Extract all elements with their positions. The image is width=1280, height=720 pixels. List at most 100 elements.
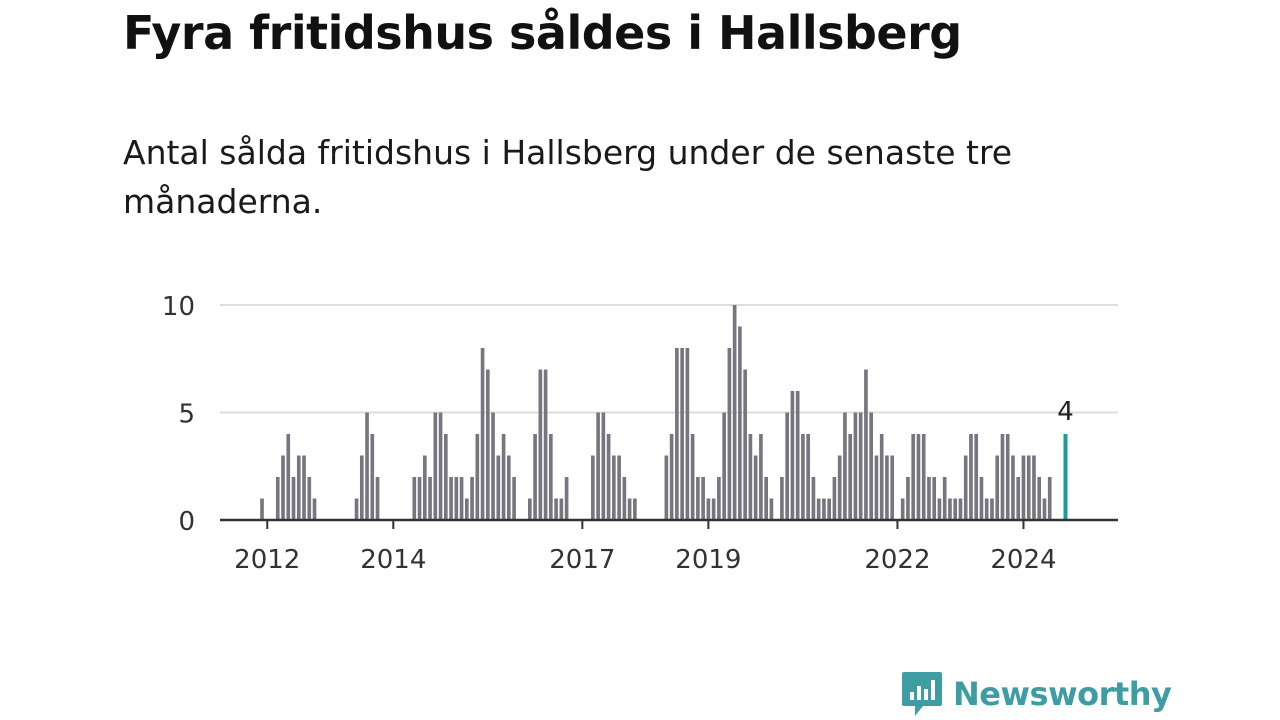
bar <box>916 434 921 520</box>
bar <box>454 477 459 520</box>
bar <box>948 498 952 520</box>
bar <box>958 498 963 520</box>
bar <box>312 498 317 520</box>
bar <box>822 498 826 520</box>
bar <box>475 434 480 520</box>
bar <box>438 412 443 520</box>
bar <box>743 369 747 520</box>
bar <box>879 434 884 520</box>
bar <box>296 455 301 520</box>
bar <box>675 348 679 520</box>
bar <box>417 477 422 520</box>
bar <box>428 477 432 520</box>
bar <box>512 477 516 520</box>
bar <box>449 477 453 520</box>
bar <box>869 412 874 520</box>
bar <box>811 477 816 520</box>
bar <box>979 477 984 520</box>
bar <box>795 391 800 520</box>
bar <box>1005 434 1010 520</box>
bar <box>932 477 937 520</box>
bar <box>501 434 506 520</box>
x-tick-label: 2024 <box>990 545 1056 575</box>
bar <box>459 477 464 520</box>
newsworthy-logo: Newsworthy <box>901 670 1172 718</box>
bar <box>790 391 795 520</box>
bar <box>365 412 369 520</box>
chart-title: Fyra fritidshus såldes i Hallsberg <box>123 6 962 60</box>
bar <box>969 434 973 520</box>
newsworthy-logo-icon <box>902 672 942 716</box>
bar <box>816 498 821 520</box>
bar <box>281 455 285 520</box>
bar <box>533 434 537 520</box>
bar <box>260 498 264 520</box>
bar <box>890 455 895 520</box>
bar <box>753 455 758 520</box>
bar <box>354 498 359 520</box>
bar <box>538 369 543 520</box>
bar <box>974 434 979 520</box>
bar <box>927 477 931 520</box>
bar <box>359 455 364 520</box>
bar <box>911 434 916 520</box>
bar <box>727 348 732 520</box>
bar <box>664 455 669 520</box>
bar <box>942 477 947 520</box>
bar <box>837 455 842 520</box>
bar <box>291 477 296 520</box>
y-tick-label: 10 <box>162 292 195 322</box>
bar <box>748 434 753 520</box>
bar <box>617 455 621 520</box>
bar <box>596 412 600 520</box>
x-tick-label: 2017 <box>549 545 615 575</box>
bar <box>1016 477 1021 520</box>
x-tick-label: 2014 <box>360 545 426 575</box>
brand-name: Newsworthy <box>953 675 1172 713</box>
bar <box>633 498 637 520</box>
bar <box>827 498 831 520</box>
bar <box>732 305 737 520</box>
bar <box>491 412 495 520</box>
bar <box>412 477 417 520</box>
bar <box>559 498 564 520</box>
bar <box>1000 434 1005 520</box>
bar <box>995 455 1000 520</box>
bar <box>706 498 711 520</box>
bar <box>1032 455 1036 520</box>
bar <box>780 477 784 520</box>
bar <box>900 498 905 520</box>
bar <box>680 348 684 520</box>
bar <box>864 369 868 520</box>
bar <box>711 498 716 520</box>
bar <box>627 498 632 520</box>
highlight-bar <box>1063 434 1068 520</box>
bar <box>906 477 910 520</box>
bar <box>543 369 548 520</box>
bar <box>806 434 810 520</box>
bar <box>801 434 805 520</box>
bar <box>464 498 469 520</box>
bar <box>302 455 306 520</box>
bar <box>496 455 501 520</box>
bar <box>507 455 511 520</box>
bar <box>422 455 427 520</box>
bar <box>485 369 490 520</box>
bar <box>606 434 611 520</box>
bar <box>669 434 674 520</box>
bar <box>433 412 438 520</box>
bar <box>953 498 958 520</box>
bar <box>307 477 312 520</box>
bar <box>443 434 448 520</box>
chart-subtitle: Antal sålda fritidshus i Hallsberg under… <box>123 133 1013 221</box>
bar <box>843 412 847 520</box>
bar <box>990 498 994 520</box>
bar <box>470 477 474 520</box>
bar <box>785 412 789 520</box>
bar <box>370 434 375 520</box>
bar <box>764 477 768 520</box>
bar <box>701 477 705 520</box>
bar <box>554 498 558 520</box>
bar <box>480 348 485 520</box>
